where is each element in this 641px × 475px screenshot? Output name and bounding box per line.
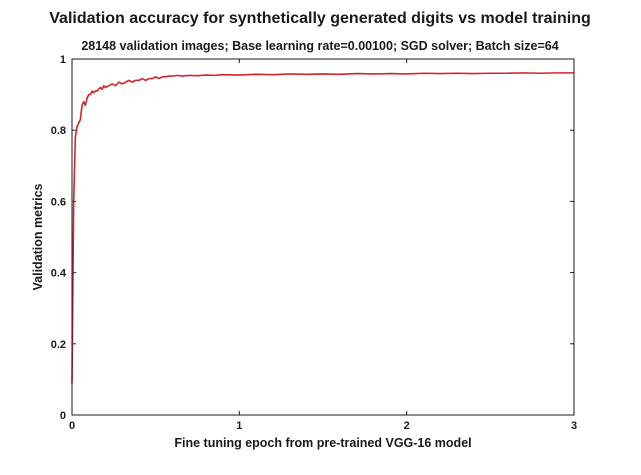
x-tick-label: 3	[571, 420, 577, 432]
y-tick-label: 0.2	[51, 339, 66, 351]
plot-area-frame	[71, 58, 575, 416]
series-group	[71, 72, 574, 383]
y-axis-ticks: 0 0.2 0.4 0.6 0.8 1	[51, 54, 574, 422]
chart-title: Validation accuracy for synthetically ge…	[49, 10, 591, 27]
series-line	[71, 72, 574, 383]
y-tick-label: 0.4	[51, 268, 67, 280]
x-axis-ticks: 0 1 2 3	[69, 59, 577, 432]
y-tick-label: 1	[60, 54, 66, 66]
chart-subtitle: 28148 validation images; Base learning r…	[81, 39, 558, 53]
y-axis-label: Validation metrics	[31, 183, 45, 290]
y-tick-label: 0.6	[51, 196, 66, 208]
y-tick-label: 0.8	[51, 125, 66, 137]
x-axis-label: Fine tuning epoch from pre-trained VGG-1…	[174, 436, 471, 450]
x-tick-label: 0	[69, 420, 75, 432]
x-tick-label: 1	[236, 420, 242, 432]
x-tick-label: 2	[404, 420, 410, 432]
y-tick-label: 0	[60, 410, 66, 422]
